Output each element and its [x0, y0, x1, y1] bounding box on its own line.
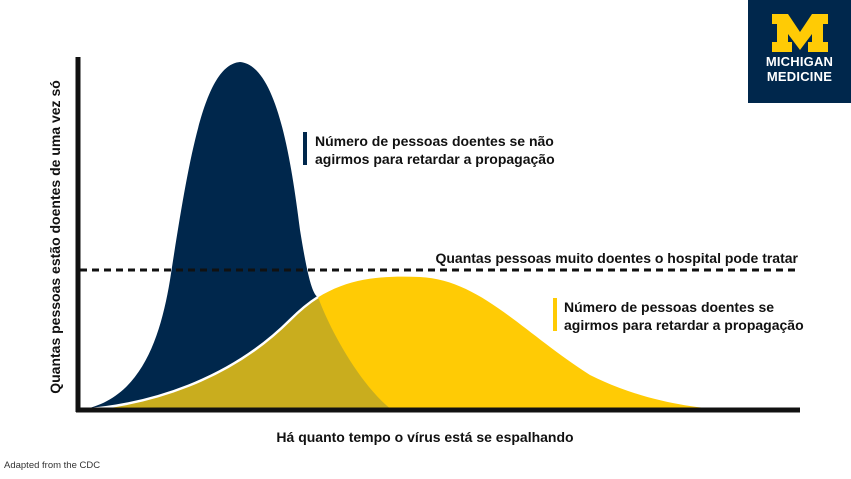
x-axis-title: Há quanto tempo o vírus está se espalhan… [276, 429, 573, 445]
legend-with-action-line1: Número de pessoas doentes se [564, 299, 774, 315]
legend-with-action-line2: agirmos para retardar a propagação [564, 317, 804, 333]
curve-no-action-area [80, 62, 319, 410]
block-m-icon [771, 14, 828, 52]
legend-marker-no-action [303, 132, 307, 165]
capacity-label: Quantas pessoas muito doentes o hospital… [435, 250, 798, 266]
logo-line-2: MEDICINE [766, 69, 833, 84]
logo-line-1: MICHIGAN [765, 54, 834, 69]
michigan-medicine-logo: MICHIGAN MEDICINE [748, 0, 851, 103]
legend-no-action-line1: Número de pessoas doentes se não [315, 133, 554, 149]
source-note: Adapted from the CDC [4, 460, 101, 471]
curve-with-action-outline [79, 295, 319, 412]
y-axis-title: Quantas pessoas estão doentes de uma vez… [47, 80, 63, 394]
legend-no-action-line2: agirmos para retardar a propagação [315, 151, 555, 167]
legend-marker-with-action [553, 298, 557, 331]
